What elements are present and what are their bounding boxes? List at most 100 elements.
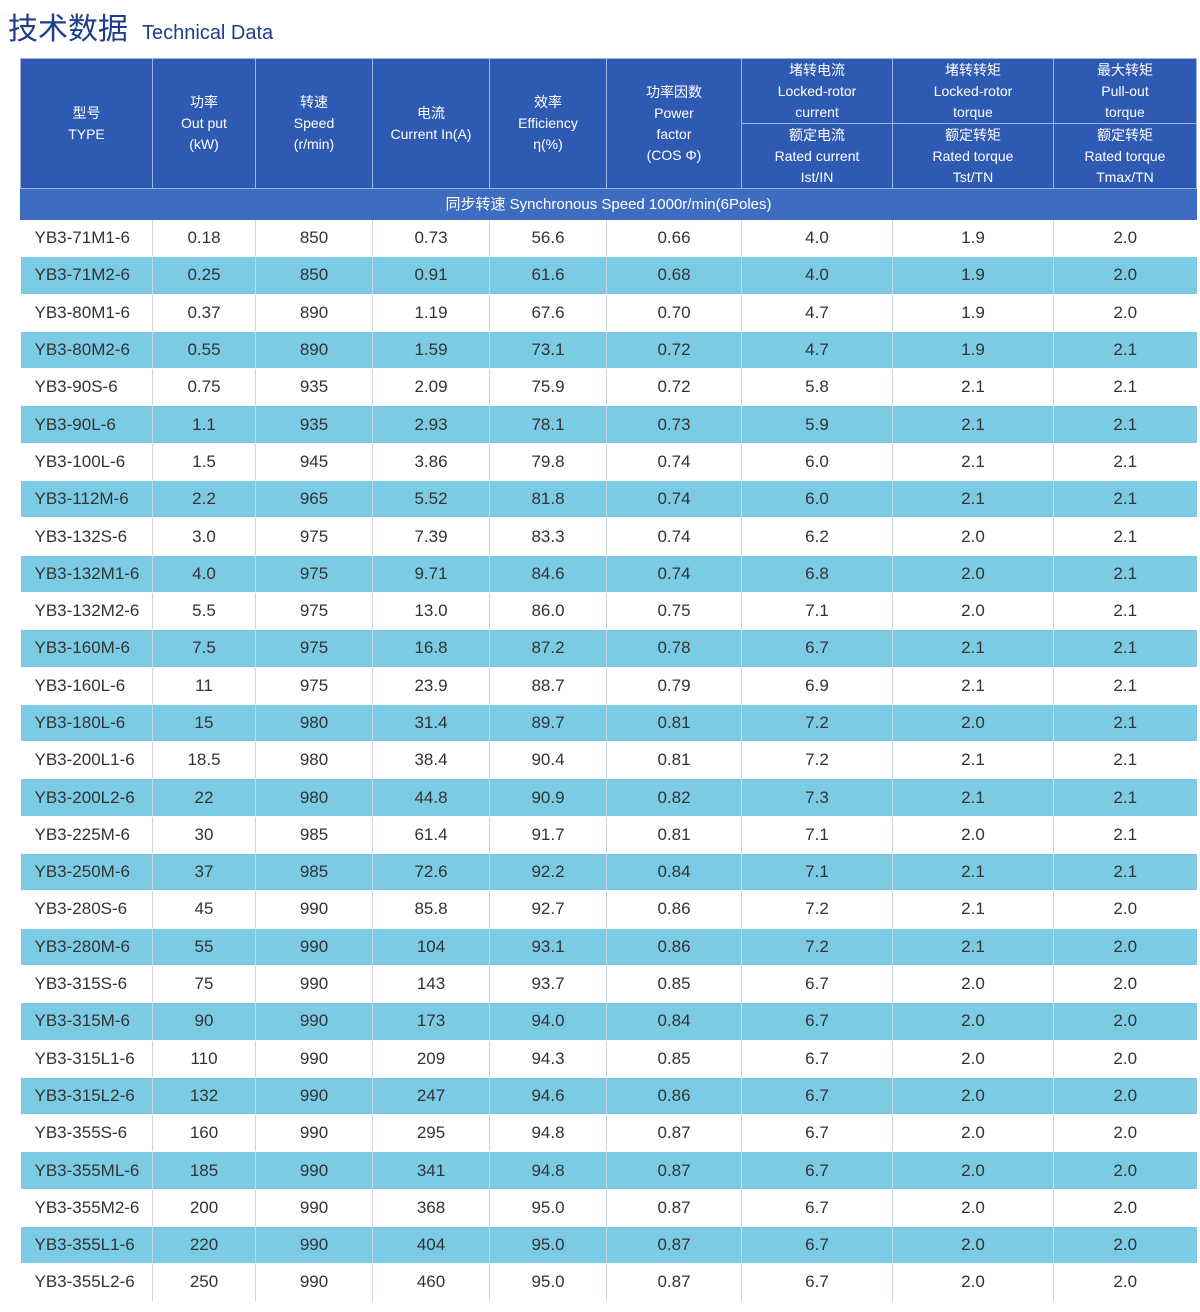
cell-current: 72.6 (372, 853, 490, 892)
cell-current: 2.09 (372, 368, 490, 407)
cell-power-factor: 0.66 (606, 219, 742, 258)
table-row: YB3-112M-6 2.2 965 5.52 81.8 0.74 6.0 2.1 2.1 (20, 480, 1197, 519)
cell-type: YB3-225M-6 (20, 816, 153, 855)
cell-max-torque-ratio: 2.1 (1053, 853, 1197, 892)
cell-max-torque-ratio: 2.1 (1053, 667, 1197, 705)
cell-locked-torque-ratio: 2.1 (892, 778, 1054, 817)
cell-output: 110 (152, 1040, 256, 1078)
cell-output: 1.1 (152, 405, 256, 444)
cell-output: 1.5 (152, 443, 256, 482)
cell-type: YB3-355L1-6 (20, 1226, 153, 1265)
cell-locked-current-ratio: 7.2 (741, 741, 893, 780)
cell-type: YB3-280M-6 (20, 928, 153, 966)
cell-locked-torque-ratio: 2.0 (892, 1040, 1054, 1078)
cell-type: YB3-112M-6 (20, 480, 153, 519)
cell-locked-torque-ratio: 2.0 (892, 592, 1054, 631)
table-row: YB3-315L1-6 110 990 209 94.3 0.85 6.7 2.0 2.0 (20, 1040, 1197, 1078)
cell-speed: 945 (255, 443, 373, 482)
table-row: YB3-225M-6 30 985 61.4 91.7 0.81 7.1 2.0 2.1 (20, 816, 1197, 855)
cell-max-torque-ratio: 2.1 (1053, 405, 1197, 444)
table-row: YB3-355ML-6 185 990 341 94.8 0.87 6.7 2.0 2.0 (20, 1151, 1197, 1190)
cell-power-factor: 0.79 (606, 667, 742, 705)
cell-locked-current-ratio: 6.8 (741, 555, 893, 593)
cell-max-torque-ratio: 2.0 (1053, 219, 1197, 258)
table-row: YB3-132M2-6 5.5 975 13.0 86.0 0.75 7.1 2.0 2.1 (20, 592, 1197, 631)
cell-speed: 990 (255, 1263, 373, 1302)
cell-type: YB3-90L-6 (20, 405, 153, 444)
table-row: YB3-180L-6 15 980 31.4 89.7 0.81 7.2 2.0 2.1 (20, 704, 1197, 743)
cell-current: 9.71 (372, 555, 490, 593)
cell-type: YB3-132M1-6 (20, 555, 153, 593)
cell-locked-current-ratio: 7.1 (741, 592, 893, 631)
cell-efficiency: 67.6 (489, 294, 607, 332)
cell-power-factor: 0.86 (606, 928, 742, 966)
cell-current: 16.8 (372, 629, 490, 668)
cell-power-factor: 0.81 (606, 704, 742, 743)
cell-power-factor: 0.70 (606, 294, 742, 332)
cell-current: 1.59 (372, 331, 490, 370)
cell-locked-torque-ratio: 2.1 (892, 629, 1054, 668)
table-row: YB3-355M2-6 200 990 368 95.0 0.87 6.7 2.0 2.0 (20, 1189, 1197, 1228)
cell-output: 45 (152, 890, 256, 929)
cell-locked-torque-ratio: 2.1 (892, 368, 1054, 407)
cell-output: 37 (152, 853, 256, 892)
cell-output: 0.55 (152, 331, 256, 370)
cell-locked-current-ratio: 4.0 (741, 256, 893, 295)
cell-speed: 975 (255, 592, 373, 631)
cell-efficiency: 81.8 (489, 480, 607, 519)
cell-efficiency: 73.1 (489, 331, 607, 370)
cell-locked-current-ratio: 4.0 (741, 219, 893, 258)
cell-locked-torque-ratio: 2.0 (892, 965, 1054, 1004)
cell-locked-torque-ratio: 2.0 (892, 517, 1054, 556)
cell-locked-current-ratio: 6.2 (741, 517, 893, 556)
cell-current: 23.9 (372, 667, 490, 705)
table-row: YB3-71M2-6 0.25 850 0.91 61.6 0.68 4.0 1.9 2.0 (20, 256, 1197, 295)
cell-efficiency: 94.8 (489, 1151, 607, 1190)
title-en: Technical Data (142, 22, 274, 44)
cell-speed: 990 (255, 1151, 373, 1190)
cell-type: YB3-250M-6 (20, 853, 153, 892)
cell-speed: 985 (255, 853, 373, 892)
cell-speed: 935 (255, 405, 373, 444)
cell-locked-torque-ratio: 2.0 (892, 816, 1054, 855)
cell-locked-current-ratio: 6.7 (741, 1263, 893, 1302)
col-header-current: 电流 Current In(A) (372, 58, 490, 189)
cell-efficiency: 90.9 (489, 778, 607, 817)
cell-power-factor: 0.74 (606, 555, 742, 593)
table-row: YB3-71M1-6 0.18 850 0.73 56.6 0.66 4.0 1.9 2.0 (20, 219, 1197, 258)
cell-type: YB3-315S-6 (20, 965, 153, 1004)
col-header-rated-current: 额定电流 Rated current Ist/IN (741, 123, 893, 189)
cell-max-torque-ratio: 2.1 (1053, 592, 1197, 631)
cell-max-torque-ratio: 2.0 (1053, 1114, 1197, 1153)
cell-type: YB3-200L2-6 (20, 778, 153, 817)
cell-power-factor: 0.87 (606, 1189, 742, 1228)
cell-current: 143 (372, 965, 490, 1004)
cell-speed: 990 (255, 1040, 373, 1078)
cell-speed: 975 (255, 629, 373, 668)
cell-efficiency: 89.7 (489, 704, 607, 743)
cell-efficiency: 94.0 (489, 1002, 607, 1041)
cell-power-factor: 0.73 (606, 405, 742, 444)
table-row: YB3-315M-6 90 990 173 94.0 0.84 6.7 2.0 2.0 (20, 1002, 1197, 1041)
table-row: YB3-132M1-6 4.0 975 9.71 84.6 0.74 6.8 2.0 2.1 (20, 555, 1197, 593)
cell-locked-torque-ratio: 2.0 (892, 1114, 1054, 1153)
cell-speed: 890 (255, 294, 373, 332)
cell-power-factor: 0.72 (606, 368, 742, 407)
cell-locked-current-ratio: 4.7 (741, 331, 893, 370)
cell-locked-current-ratio: 6.7 (741, 1114, 893, 1153)
cell-max-torque-ratio: 2.1 (1053, 704, 1197, 743)
cell-current: 2.93 (372, 405, 490, 444)
cell-type: YB3-355S-6 (20, 1114, 153, 1153)
cell-locked-current-ratio: 7.3 (741, 778, 893, 817)
cell-locked-current-ratio: 7.2 (741, 704, 893, 743)
cell-type: YB3-160L-6 (20, 667, 153, 705)
cell-locked-current-ratio: 6.9 (741, 667, 893, 705)
cell-output: 90 (152, 1002, 256, 1041)
cell-type: YB3-355L2-6 (20, 1263, 153, 1302)
cell-type: YB3-71M1-6 (20, 219, 153, 258)
cell-current: 44.8 (372, 778, 490, 817)
cell-locked-torque-ratio: 2.1 (892, 741, 1054, 780)
cell-current: 104 (372, 928, 490, 966)
cell-type: YB3-132M2-6 (20, 592, 153, 631)
cell-speed: 890 (255, 331, 373, 370)
